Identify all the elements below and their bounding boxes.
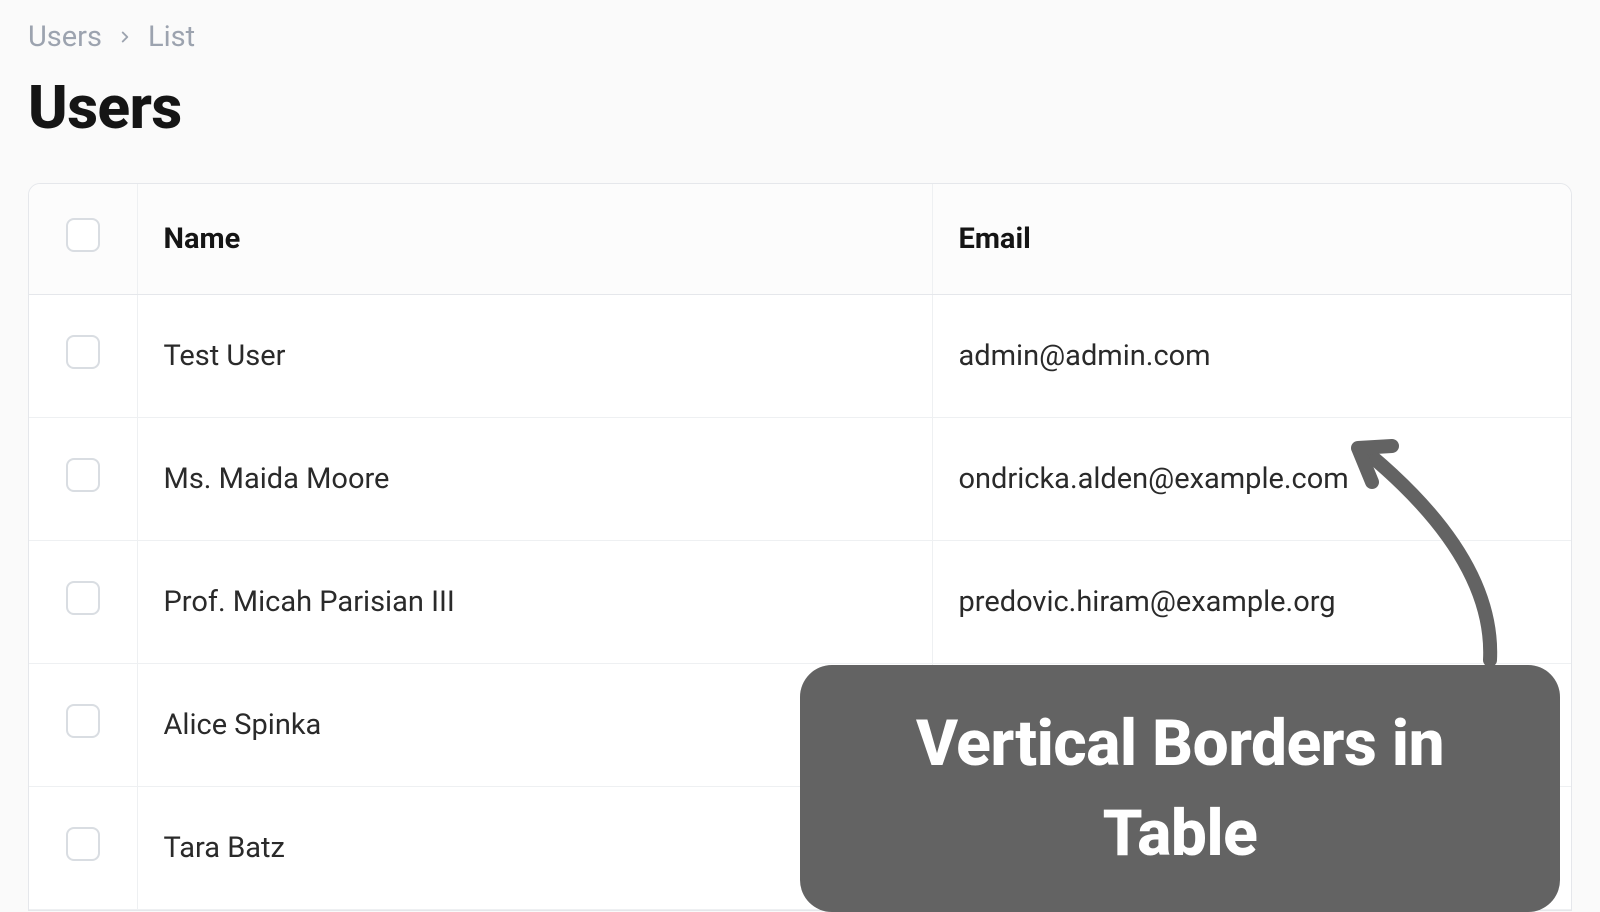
select-all-header [29,184,137,295]
annotation-callout: Vertical Borders in Table [800,665,1560,912]
row-checkbox[interactable] [66,581,100,615]
row-checkbox[interactable] [66,827,100,861]
annotation-text: Vertical Borders in Table [916,706,1444,871]
cell-email: ondricka.alden@example.com [932,418,1571,541]
column-header-email[interactable]: Email [932,184,1571,295]
select-all-checkbox[interactable] [66,218,100,252]
cell-name: Ms. Maida Moore [137,418,932,541]
row-select-cell [29,541,137,664]
row-checkbox[interactable] [66,335,100,369]
breadcrumb-parent[interactable]: Users [28,20,102,54]
row-select-cell [29,787,137,910]
page-title: Users [0,54,1600,183]
breadcrumb-current: List [148,20,195,54]
breadcrumb: Users List [0,0,1600,54]
table-row: Prof. Micah Parisian III predovic.hiram@… [29,541,1571,664]
row-select-cell [29,418,137,541]
cell-name: Test User [137,295,932,418]
cell-email: predovic.hiram@example.org [932,541,1571,664]
row-select-cell [29,664,137,787]
chevron-right-icon [116,28,134,46]
cell-email: admin@admin.com [932,295,1571,418]
row-checkbox[interactable] [66,458,100,492]
row-checkbox[interactable] [66,704,100,738]
cell-name: Prof. Micah Parisian III [137,541,932,664]
table-row: Ms. Maida Moore ondricka.alden@example.c… [29,418,1571,541]
table-header-row: Name Email [29,184,1571,295]
column-header-name[interactable]: Name [137,184,932,295]
row-select-cell [29,295,137,418]
table-row: Test User admin@admin.com [29,295,1571,418]
